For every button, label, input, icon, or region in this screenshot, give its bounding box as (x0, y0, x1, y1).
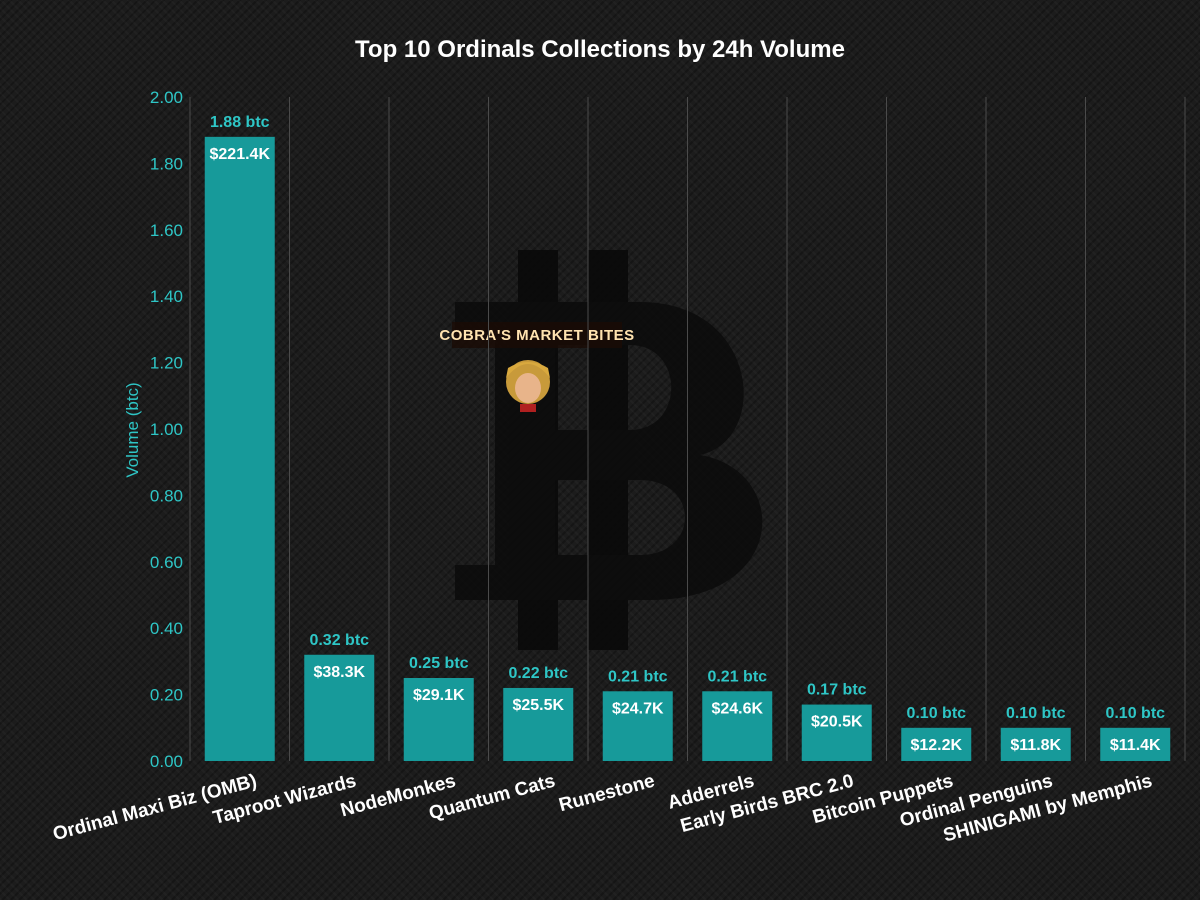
y-tick-label: 0.80 (150, 486, 183, 505)
y-tick-label: 1.20 (150, 354, 183, 373)
y-tick-label: 0.00 (150, 752, 183, 771)
usd-value-label: $221.4K (210, 146, 271, 163)
bar (1000, 727, 1071, 761)
chart-title: Top 10 Ordinals Collections by 24h Volum… (355, 36, 845, 63)
bitcoin-logo-icon (455, 250, 763, 650)
usd-value-label: $11.4K (1110, 737, 1161, 754)
y-tick-label: 0.40 (150, 619, 183, 638)
y-tick-label: 2.00 (150, 88, 183, 107)
bar (602, 691, 673, 761)
btc-value-label: 0.32 btc (309, 632, 369, 649)
y-axis: 0.00 0.20 0.40 0.60 0.80 1.00 1.20 1.40 1.60 1.80… (150, 88, 183, 771)
bar (403, 678, 474, 761)
btc-value-label: 0.25 btc (409, 655, 469, 672)
usd-value-label: $24.6K (711, 700, 763, 717)
bar (503, 687, 574, 761)
usd-value-label: $38.3K (313, 664, 365, 681)
y-tick-label: 1.00 (150, 420, 183, 439)
usd-value-label: $24.7K (612, 700, 664, 717)
btc-value-label: 0.21 btc (707, 668, 767, 685)
btc-value-label: 0.21 btc (608, 668, 668, 685)
chart-bars (204, 136, 1171, 762)
bar (901, 727, 972, 761)
y-tick-label: 1.80 (150, 154, 183, 173)
btc-value-label: 0.10 btc (1006, 705, 1066, 722)
y-tick-label: 0.60 (150, 553, 183, 572)
y-tick-label: 1.40 (150, 287, 183, 306)
usd-value-label: $29.1K (413, 687, 465, 704)
brand-watermark-text: COBRA'S MARKET BITES (439, 327, 634, 344)
bar (801, 704, 872, 761)
chart-gridlines (189, 97, 1186, 761)
bar (1100, 727, 1171, 761)
usd-value-label: $11.8K (1010, 737, 1061, 754)
bar (304, 654, 375, 761)
btc-value-label: 0.10 btc (906, 705, 966, 722)
chart-data-labels: 1.88 btc $221.4K 0.32 btc $38.3K 0.25 btc $29… (210, 114, 1166, 754)
x-tick-label: Runestone (557, 771, 657, 817)
x-axis: Ordinal Maxi Biz (OMB)Taproot WizardsNod… (51, 771, 1155, 847)
bar (204, 136, 275, 762)
btc-value-label: 0.22 btc (508, 665, 568, 682)
y-tick-label: 0.20 (150, 686, 183, 705)
y-tick-label: 1.60 (150, 221, 183, 240)
usd-value-label: $12.2K (910, 737, 962, 754)
btc-value-label: 0.10 btc (1105, 705, 1165, 722)
usd-value-label: $20.5K (811, 714, 863, 731)
bar (702, 691, 773, 761)
btc-value-label: 0.17 btc (807, 682, 867, 699)
y-axis-label: Volume (btc) (123, 382, 142, 477)
usd-value-label: $25.5K (512, 697, 564, 714)
cartoon-avatar-icon (506, 360, 550, 412)
btc-value-label: 1.88 btc (210, 114, 270, 131)
